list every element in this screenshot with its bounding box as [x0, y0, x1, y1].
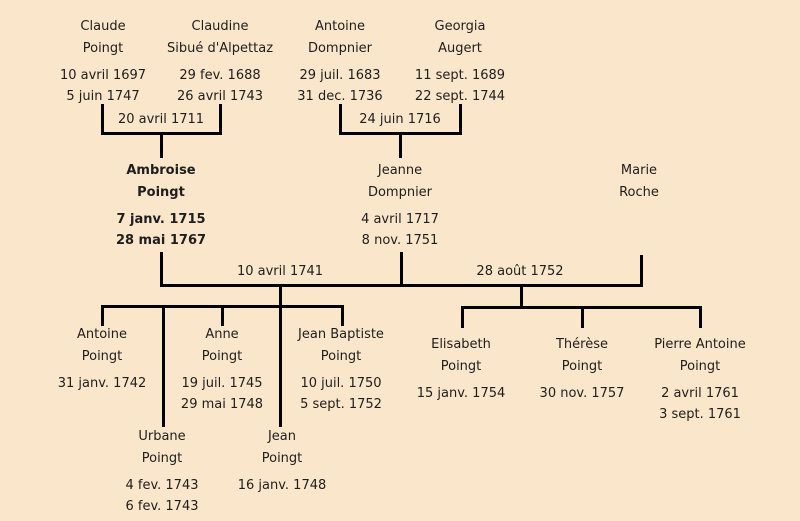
connector-line [581, 306, 584, 328]
person-elisabeth-poingt: Elisabeth Poingt 15 janv. 1754 [376, 334, 546, 404]
person-name: Poingt [201, 349, 243, 364]
person-antoine-dompnier: Antoine Dompnier 29 juil. 1683 31 dec. 1… [255, 16, 425, 107]
person-name: Jean Baptiste [298, 327, 384, 342]
death-date: 26 avril 1743 [176, 89, 264, 104]
birth-date: 16 janv. 1748 [237, 478, 327, 493]
connector-line [160, 132, 163, 158]
person-name: Poingt [82, 41, 124, 56]
person-name: Poingt [261, 451, 303, 466]
person-anne-poingt: Anne Poingt 19 juil. 1745 29 mai 1748 [137, 324, 307, 415]
person-therese-poingt: Thérèse Poingt 30 nov. 1757 [497, 334, 667, 404]
birth-date: 15 janv. 1754 [416, 386, 506, 401]
person-name: Claudine [191, 19, 249, 34]
person-name: Poingt [440, 359, 482, 374]
person-name: Antoine [76, 327, 128, 342]
birth-date: 2 avril 1761 [661, 386, 739, 401]
connector-line [160, 252, 163, 287]
person-name: Jeanne [377, 163, 423, 178]
person-pierre-antoine-poingt: Pierre Antoine Poingt 2 avril 1761 3 sep… [615, 334, 785, 425]
person-name: Elisabeth [431, 337, 491, 352]
person-name: Jean [267, 429, 297, 444]
birth-date: 4 fev. 1743 [125, 478, 199, 493]
person-urbane-poingt: Urbane Poingt 4 fev. 1743 6 fev. 1743 [77, 426, 247, 517]
person-name: Poingt [561, 359, 603, 374]
person-name: Poingt [679, 359, 721, 374]
connector-line [160, 284, 643, 287]
person-name: Antoine [314, 19, 366, 34]
person-antoine-poingt-jr: Antoine Poingt 31 janv. 1742 [17, 324, 187, 394]
birth-date: 4 avril 1717 [361, 212, 439, 227]
death-date: 8 nov. 1751 [361, 233, 439, 248]
person-name: Poingt [141, 451, 183, 466]
person-jean-baptiste-poingt: Jean Baptiste Poingt 10 juil. 1750 5 sep… [256, 324, 426, 415]
person-name: Ambroise [126, 163, 196, 178]
person-ambroise-poingt: Ambroise Poingt 7 janv. 1715 28 mai 1767 [76, 160, 246, 251]
marriage-date-label: 20 avril 1711 [117, 112, 205, 127]
birth-date: 19 juil. 1745 [181, 376, 263, 391]
person-name: Pierre Antoine [654, 337, 746, 352]
person-name: Claude [80, 19, 126, 34]
death-date: 29 mai 1748 [180, 397, 264, 412]
marriage-date-label: 28 août 1752 [476, 264, 564, 279]
connector-line [219, 104, 222, 135]
person-name: Dompnier [307, 41, 373, 56]
birth-date: 10 juil. 1750 [300, 376, 382, 391]
death-date: 6 fev. 1743 [125, 499, 199, 514]
death-date: 31 dec. 1736 [297, 89, 383, 104]
person-claudine-sibue: Claudine Sibué d'Alpettaz 29 fev. 1688 2… [135, 16, 305, 107]
death-date: 5 sept. 1752 [300, 397, 382, 412]
birth-date: 11 sept. 1689 [414, 68, 506, 83]
person-jeanne-dompnier: Jeanne Dompnier 4 avril 1717 8 nov. 1751 [315, 160, 485, 251]
person-marie-roche: Marie Roche [554, 160, 724, 209]
connector-line [221, 305, 224, 326]
person-name: Poingt [320, 349, 362, 364]
person-name: Poingt [137, 185, 185, 200]
person-name: Dompnier [367, 185, 433, 200]
connector-line [101, 104, 104, 135]
connector-line [399, 132, 402, 158]
birth-date: 30 nov. 1757 [539, 386, 625, 401]
person-jean-poingt: Jean Poingt 16 janv. 1748 [197, 426, 367, 496]
person-claude-poingt: Claude Poingt 10 avril 1697 5 juin 1747 [18, 16, 188, 107]
death-date: 28 mai 1767 [115, 233, 207, 248]
person-name: Roche [619, 185, 659, 200]
connector-line [459, 104, 462, 135]
connector-line [101, 305, 104, 326]
connector-line [341, 305, 344, 326]
connector-line [640, 255, 643, 287]
connector-line [699, 306, 702, 328]
person-georgia-augert: Georgia Augert 11 sept. 1689 22 sept. 17… [375, 16, 545, 107]
marriage-date-label: 10 avril 1741 [236, 264, 324, 279]
birth-date: 29 fev. 1688 [179, 68, 261, 83]
connector-line [400, 252, 403, 287]
person-name: Sibué d'Alpettaz [166, 41, 274, 56]
person-name: Thérèse [555, 337, 608, 352]
birth-date: 10 avril 1697 [59, 68, 147, 83]
marriage-date-label: 24 juin 1716 [359, 112, 441, 127]
person-name: Poingt [81, 349, 123, 364]
person-name: Georgia [434, 19, 486, 34]
person-name: Marie [620, 163, 658, 178]
birth-date: 29 juil. 1683 [299, 68, 381, 83]
death-date: 22 sept. 1744 [414, 89, 506, 104]
connector-line [461, 306, 464, 328]
birth-date: 7 janv. 1715 [116, 212, 206, 227]
connector-line [520, 284, 523, 309]
death-date: 3 sept. 1761 [659, 407, 741, 422]
connector-line [339, 104, 342, 135]
connector-line [279, 284, 282, 427]
person-name: Augert [438, 41, 482, 56]
connector-line [162, 305, 165, 427]
death-date: 5 juin 1747 [66, 89, 140, 104]
birth-date: 31 janv. 1742 [57, 376, 147, 391]
person-name: Urbane [138, 429, 186, 444]
person-name: Anne [205, 327, 239, 342]
